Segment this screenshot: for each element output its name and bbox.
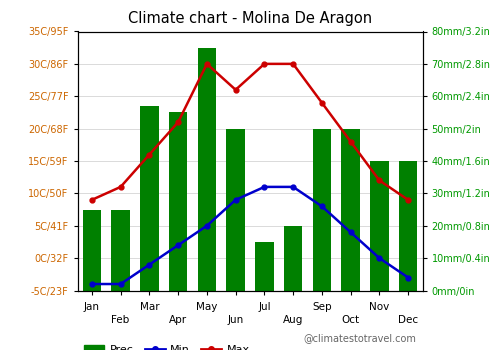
Legend: Prec, Min, Max: Prec, Min, Max xyxy=(80,340,254,350)
Bar xyxy=(284,226,302,290)
Text: @climatestotravel.com: @climatestotravel.com xyxy=(304,333,416,343)
Bar xyxy=(169,112,188,290)
Text: Dec: Dec xyxy=(398,315,418,325)
Text: Apr: Apr xyxy=(169,315,187,325)
Text: Mar: Mar xyxy=(140,302,159,312)
Bar xyxy=(198,48,216,290)
Bar xyxy=(140,106,158,290)
Bar xyxy=(312,129,331,290)
Bar xyxy=(226,129,245,290)
Bar xyxy=(399,161,417,290)
Bar xyxy=(370,161,388,290)
Bar xyxy=(112,210,130,290)
Text: Feb: Feb xyxy=(112,315,130,325)
Bar xyxy=(255,242,274,290)
Bar xyxy=(342,129,360,290)
Title: Climate chart - Molina De Aragon: Climate chart - Molina De Aragon xyxy=(128,11,372,26)
Text: Sep: Sep xyxy=(312,302,332,312)
Text: Jan: Jan xyxy=(84,302,100,312)
Text: Aug: Aug xyxy=(283,315,304,325)
Text: Jul: Jul xyxy=(258,302,270,312)
Text: Jun: Jun xyxy=(228,315,244,325)
Bar xyxy=(82,210,101,290)
Text: May: May xyxy=(196,302,218,312)
Text: Oct: Oct xyxy=(342,315,359,325)
Text: Nov: Nov xyxy=(369,302,390,312)
